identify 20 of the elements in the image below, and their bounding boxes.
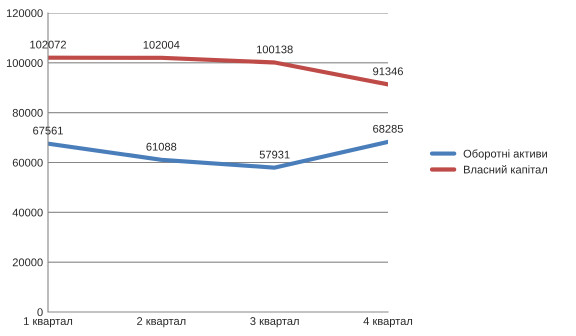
y-tick-label: 100000 [6, 59, 43, 67]
data-label: 61088 [146, 142, 176, 151]
y-tick-label: 120000 [6, 9, 43, 18]
data-label: 57931 [260, 150, 290, 159]
data-label: 102004 [144, 40, 180, 49]
legend-label: Власний капітал [464, 165, 548, 174]
x-tick-label: 4 квартал [363, 317, 412, 328]
y-tick-label: 0 [37, 308, 43, 316]
y-tick-label: 80000 [12, 108, 43, 117]
x-tick-label: 1 квартал [24, 317, 72, 328]
line-series [48, 140, 388, 170]
data-label: 100138 [256, 45, 293, 54]
legend-label: Оборотні активи [464, 149, 547, 160]
data-label: 91346 [373, 67, 403, 76]
y-tick-label: 60000 [12, 158, 43, 167]
data-label: 68285 [373, 124, 403, 133]
x-tick-label: 2 квартал [137, 317, 186, 328]
x-tick-label: 3 квартал [250, 317, 299, 328]
y-tick-label: 40000 [12, 208, 43, 216]
y-tick-label: 20000 [12, 258, 43, 266]
